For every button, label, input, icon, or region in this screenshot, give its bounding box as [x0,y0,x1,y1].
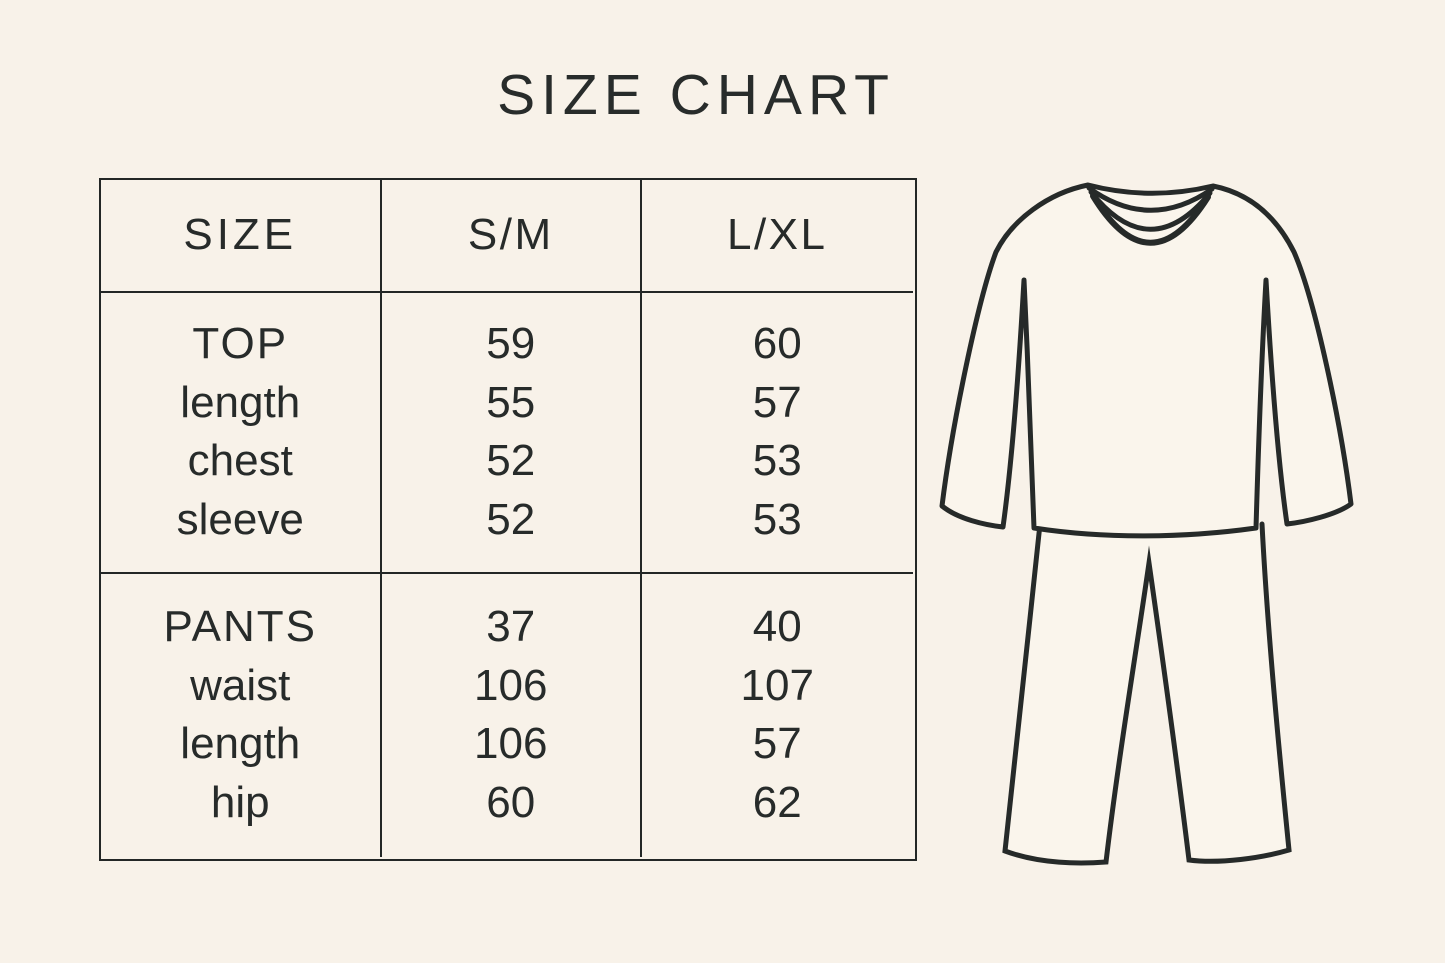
collar-rib-line-1 [1086,185,1215,213]
row-label-top-length: length [180,377,301,427]
pajama-top-drawing [939,182,1354,539]
row-label-pants-hip: hip [210,777,270,827]
top-section-labels: TOP length chest sleeve [101,290,380,573]
pants-outline [1002,521,1292,866]
value-pants-hip-sm: 60 [486,777,536,827]
value-pants-sm: 37 [486,602,536,652]
value-pants-length-lxl: 57 [752,719,802,769]
value-top-length-sm: 55 [486,377,536,427]
size-table: SIZE S/M L/XL TOP length chest sleeve 59… [99,178,917,861]
top-outline [939,182,1354,539]
value-pants-length-sm: 106 [474,719,548,769]
row-label-pants-length: length [180,719,301,769]
row-label-top-sleeve: sleeve [176,494,304,544]
pants-section-lxl-values: 40 107 57 62 [640,572,913,857]
collar-rib-line-2 [1088,189,1213,232]
row-label-top-chest: chest [187,436,293,486]
value-top-chest-sm: 52 [486,436,536,486]
value-top-lxl: 60 [752,319,802,369]
pajama-pants-drawing [1002,520,1292,866]
top-section-lxl-values: 60 57 53 53 [640,290,913,572]
column-header-s-m: S/M [379,180,641,291]
value-pants-lxl: 40 [752,602,802,652]
value-top-length-lxl: 57 [752,377,802,427]
section-title-pants: PANTS [163,602,317,652]
value-top-sleeve-sm: 52 [486,494,536,544]
value-pants-waist-lxl: 107 [740,660,814,710]
value-top-sm: 59 [486,319,536,369]
top-section-sm-values: 59 55 52 52 [379,290,640,572]
value-pants-waist-sm: 106 [474,660,548,710]
pajama-set-illustration [939,182,1354,866]
value-pants-hip-lxl: 62 [752,777,802,827]
column-header-size: SIZE [183,210,298,259]
section-title-top: TOP [192,319,289,369]
row-label-pants-waist: waist [190,660,291,710]
pants-section-labels: PANTS waist length hip [101,572,380,857]
pants-section-sm-values: 37 106 106 60 [379,572,640,857]
value-top-chest-lxl: 53 [752,436,802,486]
collar-bottom-line [1090,193,1211,246]
column-header-l-xl: L/XL [640,180,913,291]
page-title: SIZE CHART [497,63,895,127]
value-top-sleeve-lxl: 53 [752,494,802,544]
pants-fill [1005,520,1289,863]
